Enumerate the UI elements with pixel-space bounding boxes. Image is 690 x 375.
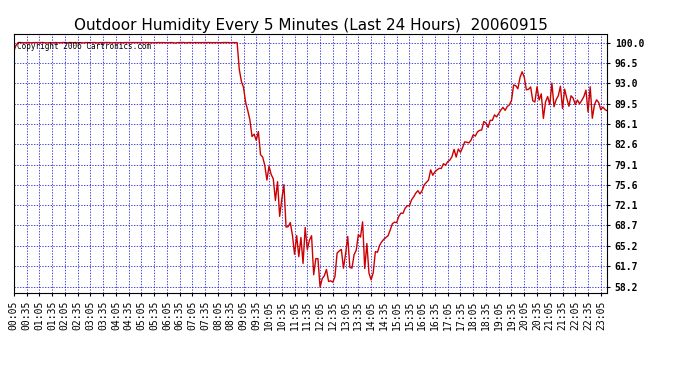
Title: Outdoor Humidity Every 5 Minutes (Last 24 Hours)  20060915: Outdoor Humidity Every 5 Minutes (Last 2…: [74, 18, 547, 33]
Text: Copyright 2006 Cartronics.com: Copyright 2006 Cartronics.com: [17, 42, 151, 51]
